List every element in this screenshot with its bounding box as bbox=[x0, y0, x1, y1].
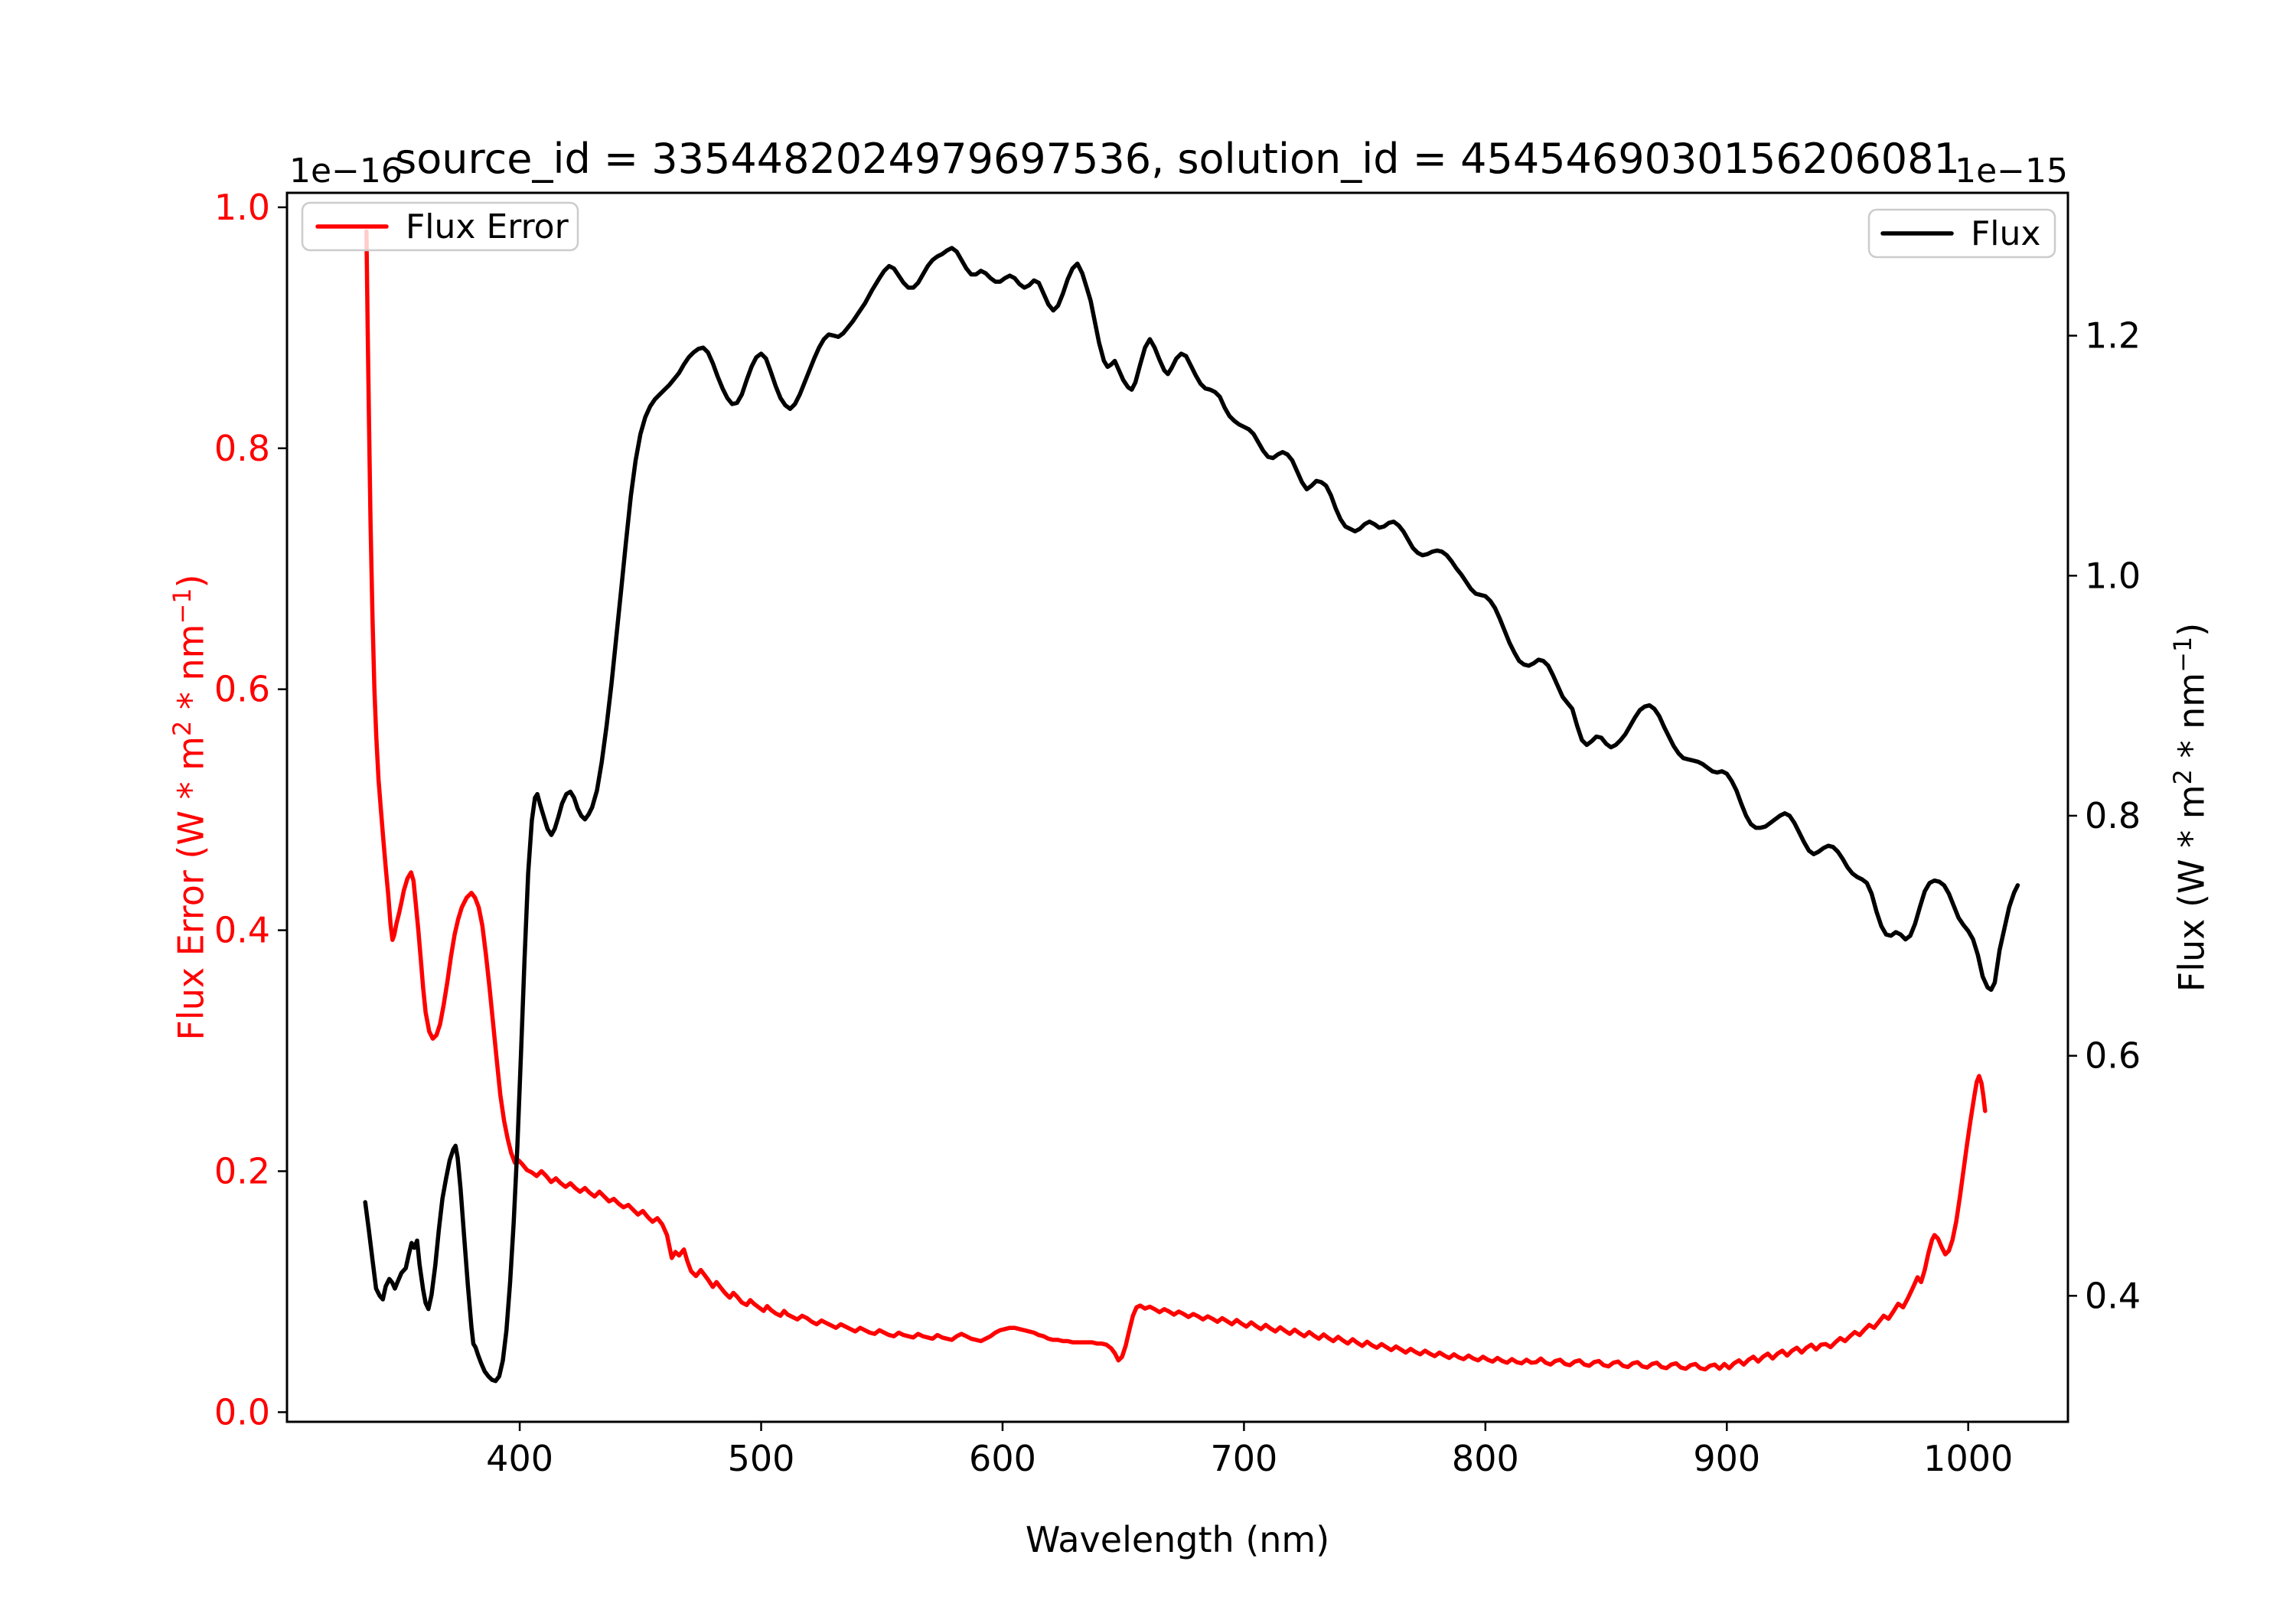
right-y-tick-label: 1.2 bbox=[2085, 315, 2141, 357]
left-y-tick-label: 0.6 bbox=[214, 669, 270, 710]
left-y-axis-label: Flux Error (W * m2 * nm−1) bbox=[168, 574, 212, 1041]
x-tick-label: 500 bbox=[728, 1438, 795, 1479]
flux-error-line bbox=[364, 229, 1988, 1372]
left-y-tick-label: 0.4 bbox=[214, 910, 270, 951]
superscript: 2 bbox=[2168, 769, 2197, 785]
legend-box-upper-right bbox=[1867, 208, 2056, 259]
x-tick-label: 800 bbox=[1452, 1438, 1519, 1479]
x-tick-label: 700 bbox=[1210, 1438, 1277, 1479]
page-title: source_id = 3354482024979697536, solutio… bbox=[395, 135, 1960, 183]
left-axis-offset: 1e−16 bbox=[289, 152, 403, 191]
superscript: 2 bbox=[168, 720, 197, 737]
right-y-tick-label: 0.6 bbox=[2085, 1035, 2141, 1077]
superscript: −1 bbox=[2168, 636, 2197, 673]
x-tick-label: 600 bbox=[969, 1438, 1036, 1479]
x-tick-label: 1000 bbox=[1923, 1438, 2013, 1479]
right-axis-offset: 1e−15 bbox=[1955, 152, 2068, 191]
x-tick-label: 400 bbox=[486, 1438, 553, 1479]
x-tick-label: 900 bbox=[1693, 1438, 1760, 1479]
left-y-tick-label: 1.0 bbox=[214, 187, 270, 228]
plot-border bbox=[285, 191, 2069, 1423]
left-y-tick-label: 0.2 bbox=[214, 1151, 270, 1192]
right-y-tick-label: 0.4 bbox=[2085, 1275, 2141, 1316]
left-y-tick-label: 0.0 bbox=[214, 1391, 270, 1433]
legend-label-upper-left: Flux Error bbox=[406, 207, 569, 246]
right-y-tick-label: 0.8 bbox=[2085, 795, 2141, 836]
right-y-axis-label: Flux (W * m2 * nm−1) bbox=[2168, 622, 2213, 993]
x-axis-label: Wavelength (nm) bbox=[1025, 1519, 1330, 1560]
legend-box-upper-left bbox=[301, 201, 579, 252]
flux-line bbox=[363, 246, 2020, 1384]
right-y-tick-label: 1.0 bbox=[2085, 555, 2141, 596]
left-y-tick-label: 0.8 bbox=[214, 428, 270, 469]
superscript: −1 bbox=[168, 588, 197, 624]
legend-label-upper-right: Flux bbox=[1971, 214, 2040, 253]
